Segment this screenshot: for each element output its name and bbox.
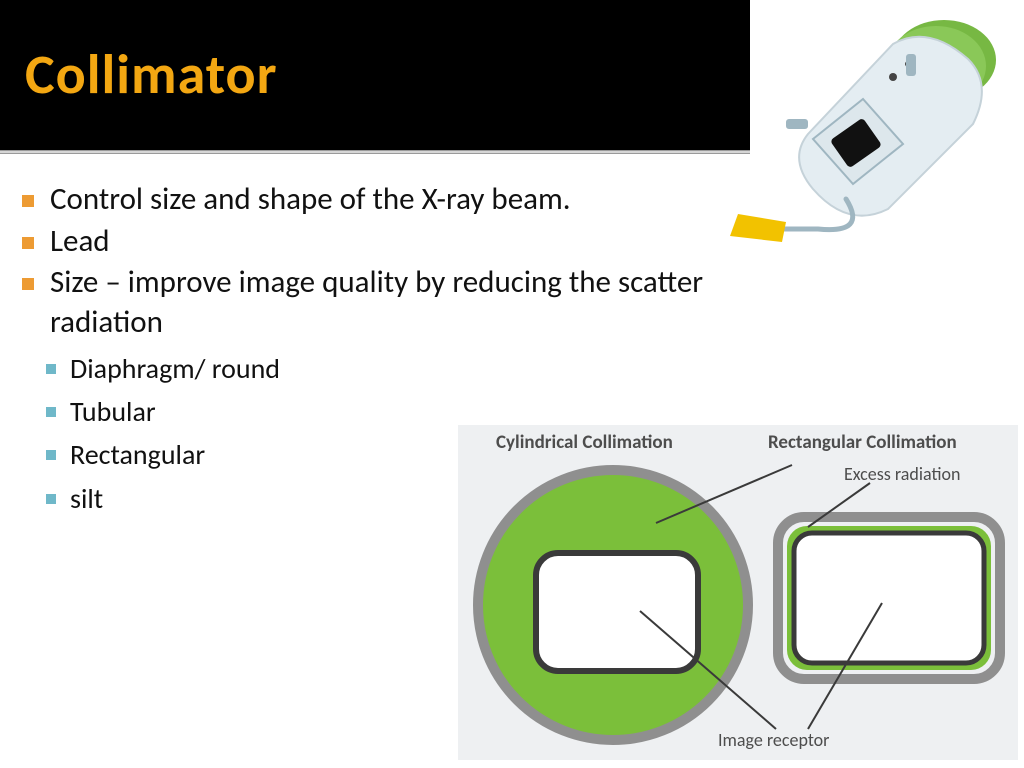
- bullet-item: Lead: [10, 222, 730, 262]
- bullet-text: silt: [70, 481, 103, 516]
- collimation-diagram: Cylindrical Collimation Rectangular Coll…: [458, 425, 1018, 760]
- bullet-text: Diaphragm/ round: [70, 351, 280, 386]
- bullet-item: Size – improve image quality by reducing…: [10, 263, 730, 342]
- bullet-text: Lead: [50, 222, 110, 260]
- slide-title: Collimator: [25, 41, 278, 109]
- bullet-text: Tubular: [70, 394, 156, 429]
- bullet-text: Rectangular: [70, 437, 205, 472]
- rect-receptor: [794, 533, 984, 663]
- cyl-receptor-rect: [536, 553, 698, 671]
- label-receptor: Image receptor: [718, 729, 829, 751]
- collimator-device-image: [718, 4, 1018, 244]
- title-underline: [0, 150, 750, 154]
- title-bar: Collimator: [0, 0, 750, 150]
- bullet-item: Diaphragm/ round: [36, 347, 730, 390]
- bullet-text: Control size and shape of the X-ray beam…: [50, 180, 571, 218]
- main-bullet-list: Control size and shape of the X-ray beam…: [10, 180, 730, 343]
- bullet-item: Control size and shape of the X-ray beam…: [10, 180, 730, 220]
- label-cylindrical: Cylindrical Collimation: [496, 431, 673, 454]
- bullet-text: Size – improve image quality by reducing…: [50, 263, 703, 341]
- label-excess: Excess radiation: [844, 463, 960, 485]
- label-rectangular: Rectangular Collimation: [768, 431, 957, 454]
